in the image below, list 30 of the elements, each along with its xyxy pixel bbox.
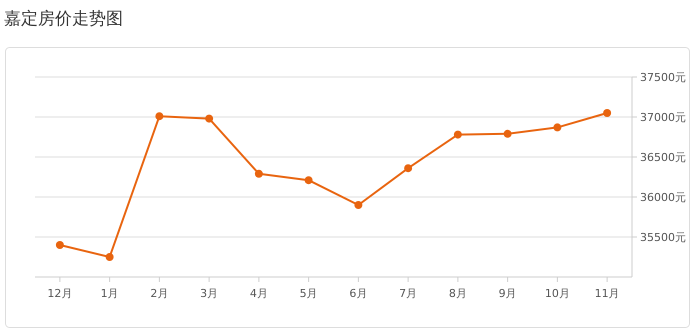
- x-tick-label: 1月: [100, 287, 119, 300]
- point: [304, 176, 313, 184]
- point: [504, 130, 512, 138]
- point: [404, 164, 412, 172]
- point: [155, 112, 164, 120]
- x-tick-label: 12月: [47, 287, 72, 300]
- x-tick-label: 2月: [150, 287, 168, 300]
- point: [553, 123, 562, 132]
- x-tick-label: 7月: [399, 287, 418, 300]
- x-tick-label: 9月: [498, 287, 517, 300]
- point: [106, 253, 114, 261]
- point: [603, 109, 612, 117]
- x-tick-label: 5月: [300, 287, 318, 300]
- y-tick-label: 37500元: [640, 71, 686, 84]
- chart-title: 嘉定房价走势图: [4, 9, 123, 29]
- x-tick-label: 10月: [544, 287, 570, 300]
- y-tick-label: 36000元: [640, 191, 686, 204]
- x-tick-label: 8月: [448, 287, 467, 300]
- y-tick-label: 35500元: [640, 231, 686, 244]
- point: [354, 201, 362, 209]
- point: [254, 170, 263, 178]
- point: [56, 241, 64, 249]
- point: [205, 114, 214, 123]
- point: [454, 130, 462, 139]
- x-tick-label: 3月: [200, 287, 218, 300]
- x-tick-label: 4月: [250, 287, 268, 300]
- x-tick-label: 6月: [349, 287, 368, 300]
- y-tick-label: 36500元: [640, 151, 686, 164]
- x-tick-label: 11月: [594, 287, 620, 300]
- y-tick-label: 37000元: [640, 111, 686, 124]
